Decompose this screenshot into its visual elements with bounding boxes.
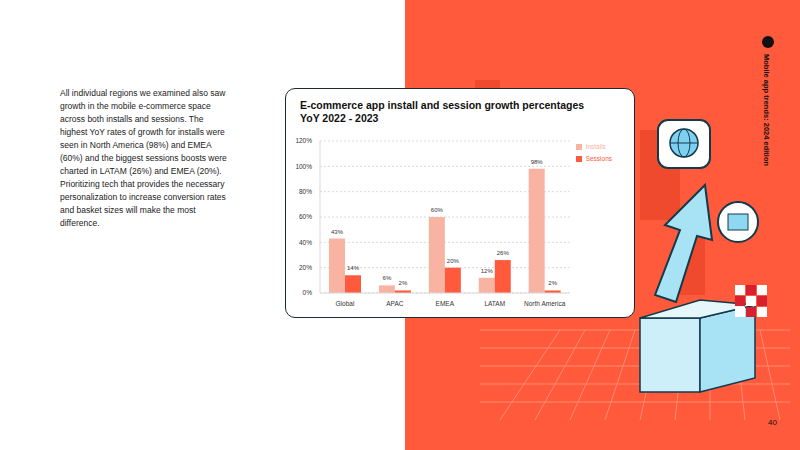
svg-text:20%: 20% xyxy=(447,258,460,264)
svg-text:98%: 98% xyxy=(531,159,544,165)
svg-text:20%: 20% xyxy=(299,264,312,271)
html-text:Mobile app trends: 2024 editio: Mobile app trends: 2024 edition xyxy=(762,54,771,167)
html-text:Sessions: Sessions xyxy=(585,155,612,162)
svg-text:43%: 43% xyxy=(331,229,344,235)
html-text:All individual regions we exam: All individual regions we examined also … xyxy=(60,88,227,228)
svg-text:60%: 60% xyxy=(431,207,444,213)
svg-text:2%: 2% xyxy=(548,280,557,286)
svg-text:0%: 0% xyxy=(303,289,313,296)
svg-text:14%: 14% xyxy=(347,265,360,271)
svg-text:EMEA: EMEA xyxy=(436,300,455,307)
svg-text:100%: 100% xyxy=(295,163,312,170)
html-text:40: 40 xyxy=(768,418,777,427)
svg-text:120%: 120% xyxy=(295,137,312,144)
svg-text:80%: 80% xyxy=(299,188,312,195)
html-text:Installs: Installs xyxy=(585,143,606,150)
svg-text:12%: 12% xyxy=(481,268,494,274)
svg-text:APAC: APAC xyxy=(386,300,404,307)
svg-text:40%: 40% xyxy=(299,239,312,246)
svg-text:2%: 2% xyxy=(399,280,408,286)
svg-text:Global: Global xyxy=(336,300,355,307)
svg-text:6%: 6% xyxy=(383,275,392,281)
svg-text:North America: North America xyxy=(524,300,566,307)
html-text:E-commerce app install and ses: E-commerce app install and session growt… xyxy=(300,99,585,124)
svg-text:26%: 26% xyxy=(497,250,510,256)
svg-text:LATAM: LATAM xyxy=(484,300,505,307)
svg-text:60%: 60% xyxy=(299,213,312,220)
